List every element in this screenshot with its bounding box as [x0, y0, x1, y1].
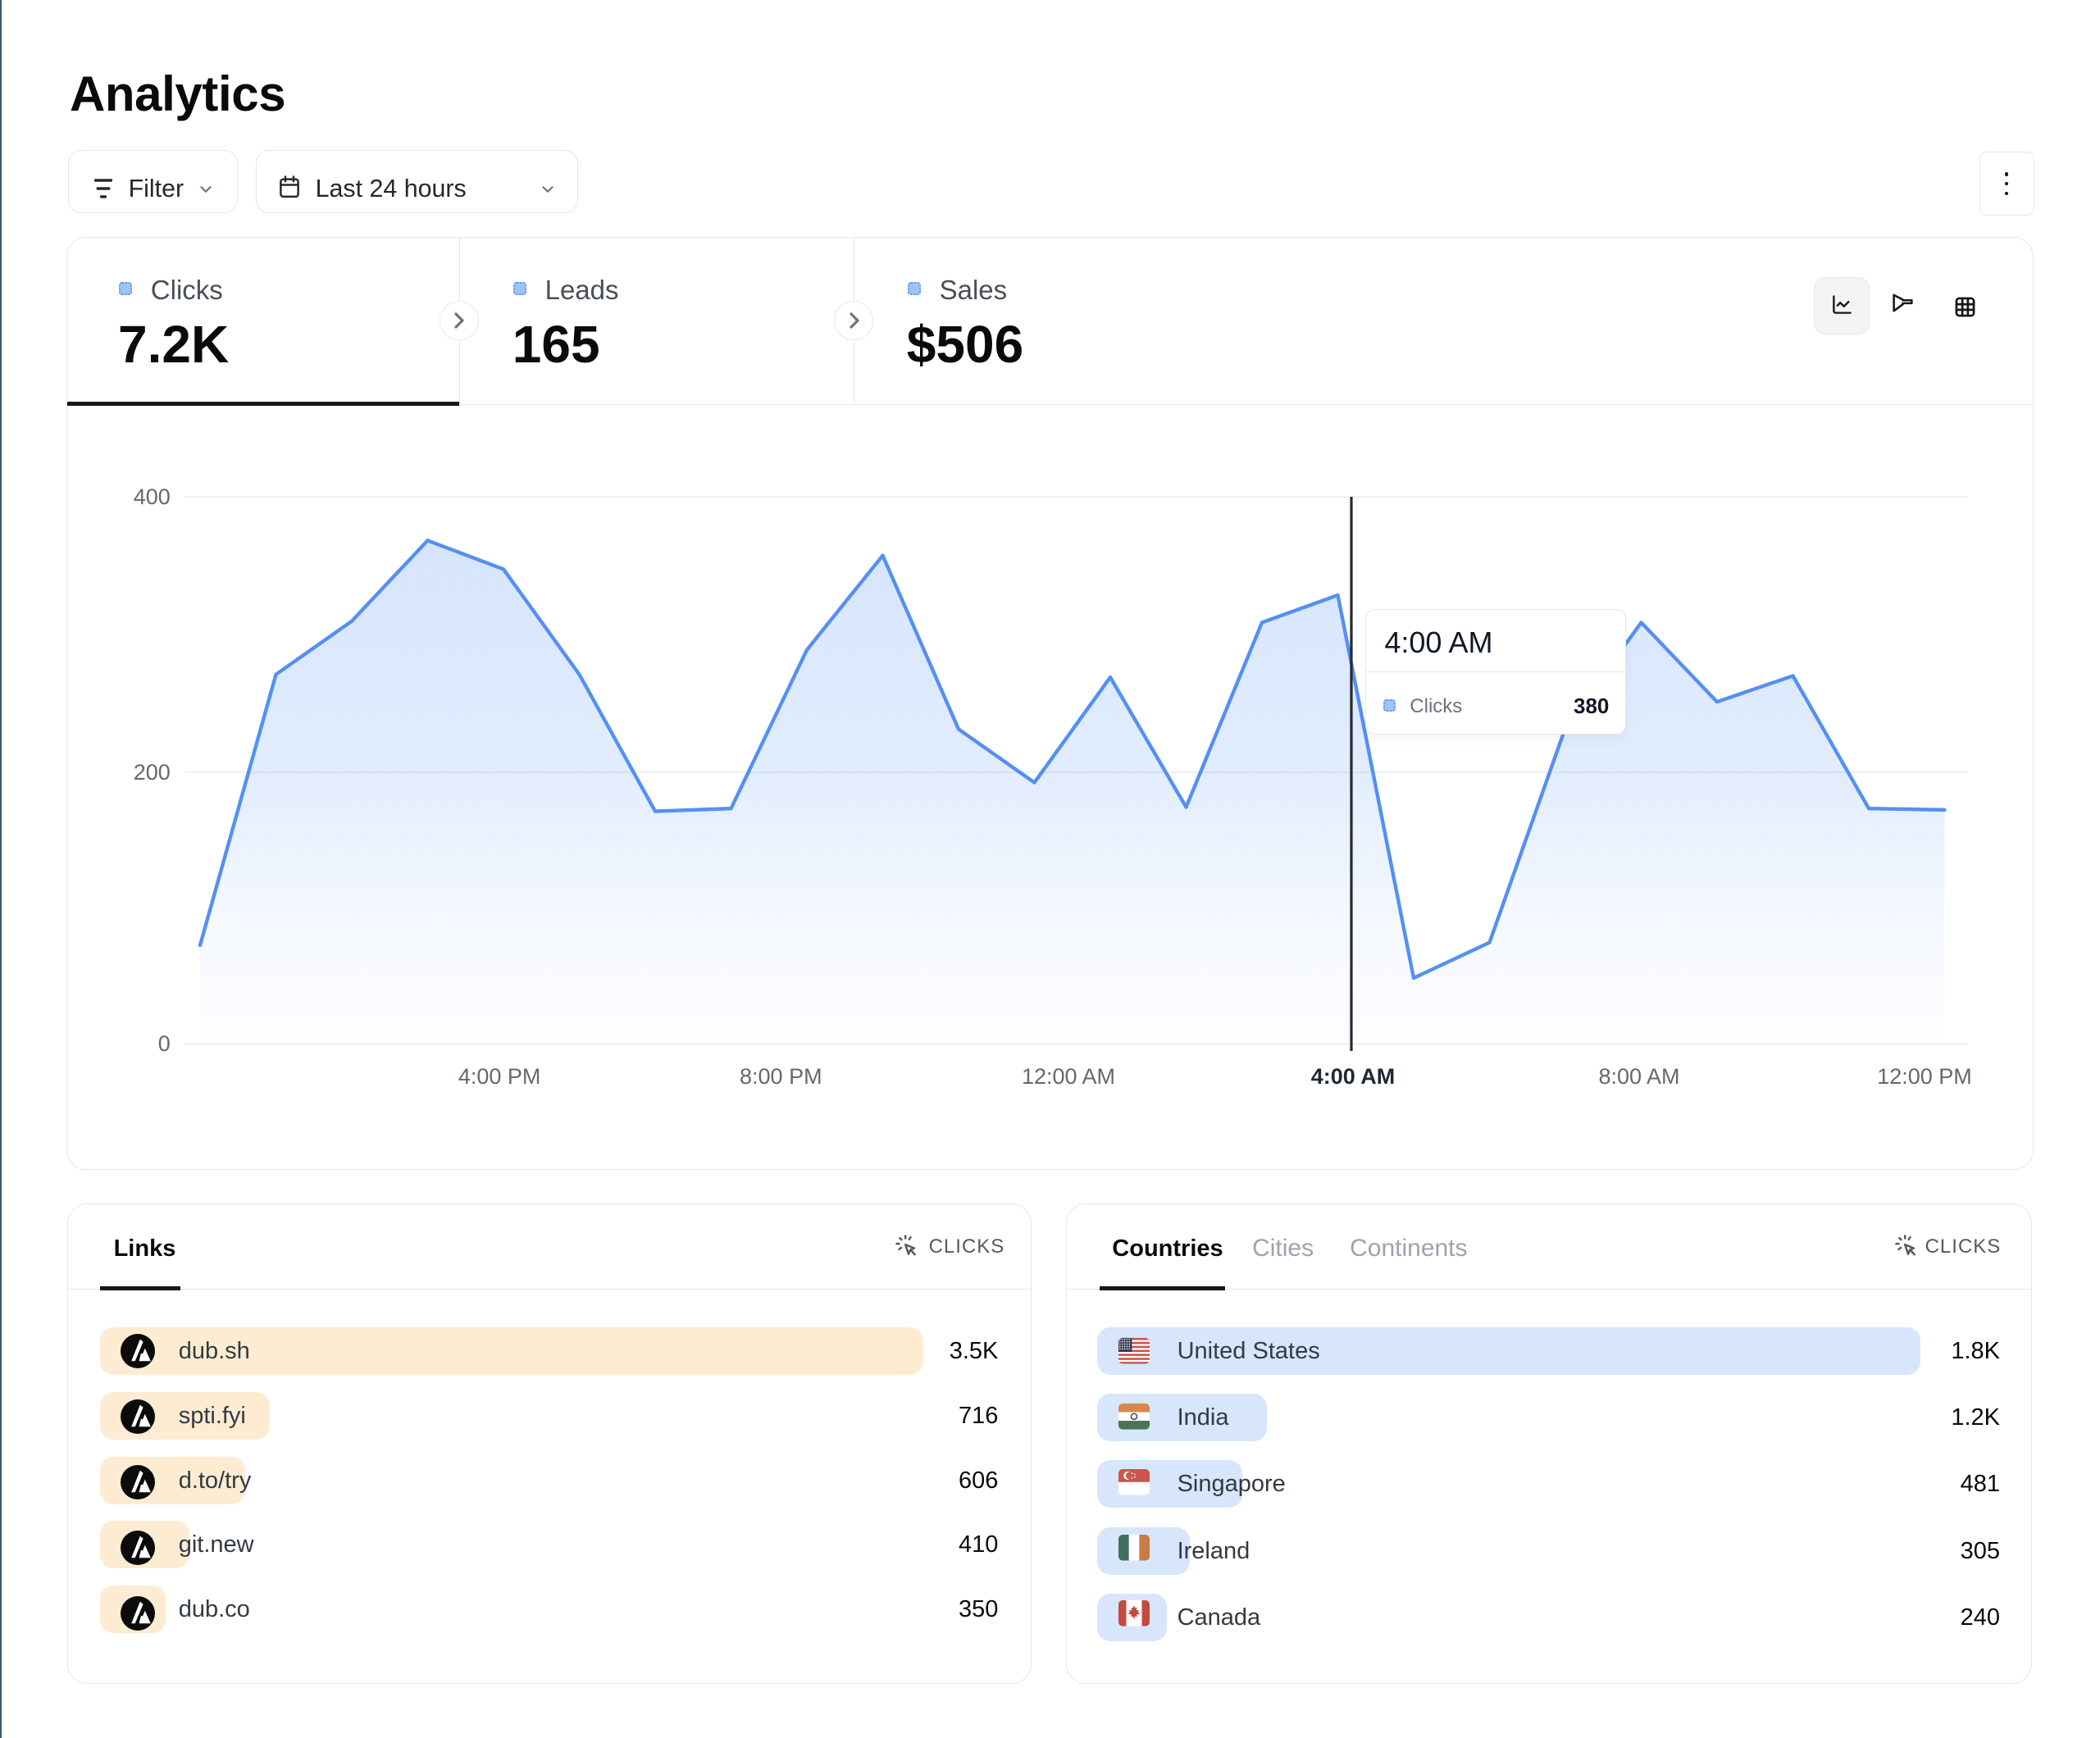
svg-text:400: 400 [134, 485, 171, 509]
svg-text:4:00 AM: 4:00 AM [1311, 1064, 1396, 1089]
svg-text:12:00 AM: 12:00 AM [1022, 1064, 1115, 1089]
svg-text:200: 200 [134, 760, 171, 785]
svg-text:12:00 PM: 12:00 PM [1877, 1064, 1972, 1089]
svg-text:8:00 AM: 8:00 AM [1598, 1064, 1679, 1089]
svg-text:4:00 PM: 4:00 PM [458, 1064, 541, 1089]
svg-text:0: 0 [158, 1031, 171, 1056]
svg-text:8:00 PM: 8:00 PM [740, 1064, 822, 1089]
